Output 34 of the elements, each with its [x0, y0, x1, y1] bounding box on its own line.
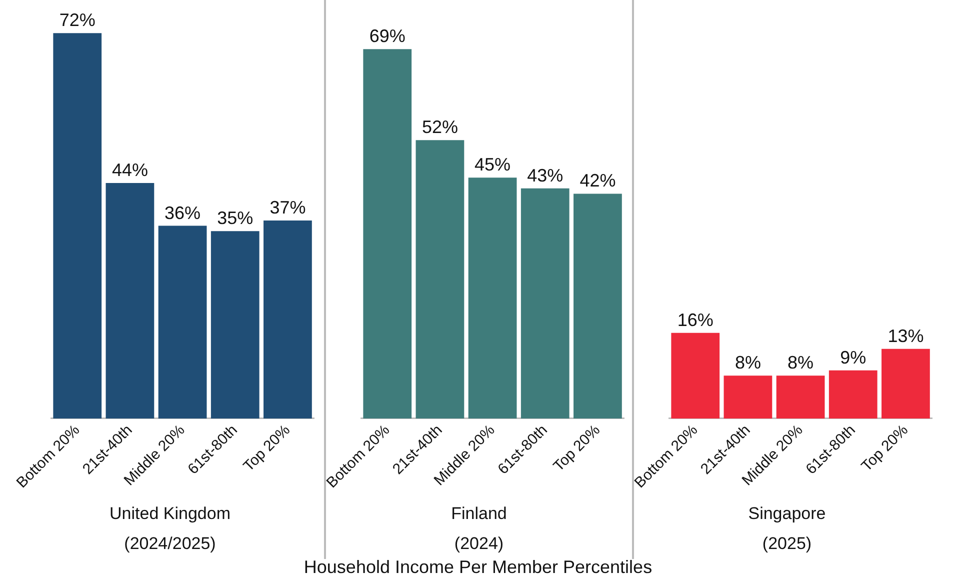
data-label: 9%	[840, 347, 866, 368]
data-label: 45%	[474, 154, 511, 175]
bar	[828, 370, 878, 418]
bar	[671, 332, 720, 418]
bar	[882, 348, 930, 418]
bar	[106, 182, 154, 418]
text: Household Income Per Member Percentiles	[302, 557, 654, 578]
bar	[468, 178, 517, 418]
data-label: 42%	[580, 170, 616, 191]
bar	[158, 226, 207, 418]
data-label: 35%	[217, 208, 254, 228]
data-label: 36%	[164, 202, 201, 223]
bar	[264, 220, 312, 418]
data-label: 69%	[369, 26, 406, 46]
data-label: 8%	[788, 352, 814, 373]
bar	[776, 376, 825, 418]
data-label: 52%	[422, 117, 458, 138]
bar	[210, 231, 260, 418]
x-axis-title: Finland (2024)	[451, 504, 507, 553]
data-label: 13%	[888, 326, 924, 346]
data-label: 43%	[527, 165, 564, 186]
bar	[53, 33, 102, 418]
bar	[363, 49, 412, 418]
x-axis-title: Singapore (2025)	[748, 504, 826, 553]
x-axis-title: United Kingdom (2024/2025)	[110, 504, 230, 553]
data-label: 44%	[112, 160, 148, 180]
data-label: 16%	[677, 310, 714, 330]
bar	[724, 376, 772, 418]
data-label: 72%	[59, 10, 96, 30]
data-label: 37%	[270, 197, 306, 218]
bar	[520, 188, 570, 418]
bar	[416, 140, 464, 418]
data-label: 8%	[734, 352, 761, 373]
bar	[574, 194, 622, 418]
